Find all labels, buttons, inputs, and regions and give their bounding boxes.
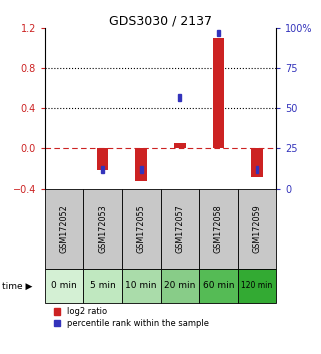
Text: 120 min: 120 min <box>241 281 273 291</box>
Text: time ▶: time ▶ <box>2 281 32 291</box>
Bar <box>101 166 104 173</box>
Text: 10 min: 10 min <box>126 281 157 291</box>
Bar <box>45 269 83 303</box>
Bar <box>83 269 122 303</box>
Bar <box>45 189 83 269</box>
Text: GSM172059: GSM172059 <box>252 204 261 253</box>
Bar <box>140 166 143 173</box>
Bar <box>160 189 199 269</box>
Text: 5 min: 5 min <box>90 281 116 291</box>
Text: GSM172052: GSM172052 <box>60 204 69 253</box>
Bar <box>199 269 238 303</box>
Bar <box>174 143 186 148</box>
Bar <box>178 94 181 101</box>
Text: 0 min: 0 min <box>51 281 77 291</box>
Bar <box>97 148 108 171</box>
Title: GDS3030 / 2137: GDS3030 / 2137 <box>109 14 212 27</box>
Bar <box>217 30 220 36</box>
Legend: log2 ratio, percentile rank within the sample: log2 ratio, percentile rank within the s… <box>54 308 209 328</box>
Text: GSM172053: GSM172053 <box>98 204 107 253</box>
Bar <box>83 189 122 269</box>
Bar <box>238 269 276 303</box>
Text: 20 min: 20 min <box>164 281 195 291</box>
Bar <box>160 269 199 303</box>
Bar <box>238 189 276 269</box>
Bar <box>213 38 224 148</box>
Bar <box>199 189 238 269</box>
Text: GSM172058: GSM172058 <box>214 204 223 253</box>
Bar <box>256 166 258 173</box>
Bar <box>122 189 160 269</box>
Bar <box>122 269 160 303</box>
Bar <box>251 148 263 177</box>
Bar <box>135 148 147 181</box>
Text: GSM172057: GSM172057 <box>175 204 184 253</box>
Text: GSM172055: GSM172055 <box>137 204 146 253</box>
Text: 60 min: 60 min <box>203 281 234 291</box>
